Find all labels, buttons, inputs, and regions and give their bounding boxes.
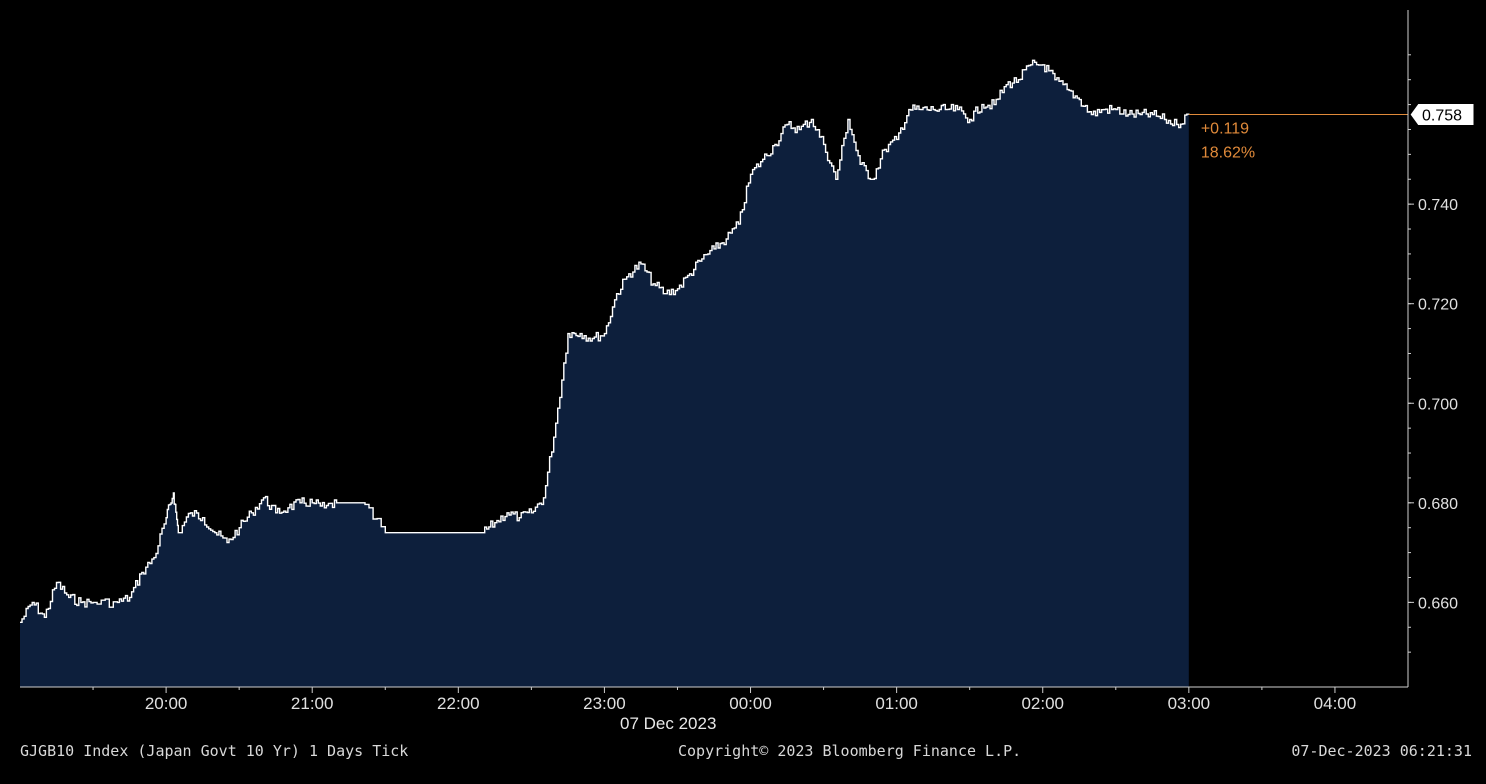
y-tick-label: 0.720 <box>1418 297 1458 314</box>
plot-area <box>20 59 1408 688</box>
footer-copyright: Copyright© 2023 Bloomberg Finance L.P. <box>678 742 1022 760</box>
change-percent-label: 18.62% <box>1201 145 1255 162</box>
x-tick-label: 21:00 <box>291 694 334 713</box>
price-series-line <box>20 59 1190 623</box>
x-tick-label: 00:00 <box>729 694 772 713</box>
x-tick-label: 02:00 <box>1021 694 1064 713</box>
y-tick-label: 0.740 <box>1418 197 1458 214</box>
y-tick-label: 0.660 <box>1418 595 1458 612</box>
last-value-text: 0.758 <box>1422 108 1462 125</box>
x-tick-label: 03:00 <box>1168 694 1211 713</box>
change-value-label: +0.119 <box>1201 121 1249 138</box>
axes: 0.660 0.680 0.700 0.720 0.740 20:00 21:00 22:00… <box>20 10 1458 713</box>
x-tick-label: 04:00 <box>1314 694 1357 713</box>
x-tick-label: 20:00 <box>145 694 188 713</box>
y-tick-label: 0.680 <box>1418 496 1458 513</box>
x-axis-date-label: 07 Dec 2023 <box>620 714 717 733</box>
last-value-tag-bg <box>1409 103 1475 127</box>
y-tick-label: 0.700 <box>1418 396 1458 413</box>
x-tick-label: 01:00 <box>875 694 918 713</box>
annotations: 0.758 +0.119 18.62% <box>1201 103 1475 162</box>
footer-timestamp: 07-Dec-2023 06:21:31 <box>1291 742 1472 760</box>
x-tick-label: 22:00 <box>437 694 480 713</box>
price-area-fill <box>20 60 1189 688</box>
x-tick-label: 23:00 <box>583 694 626 713</box>
last-value-tag: 0.758 <box>1409 103 1475 127</box>
footer-security-label: GJGB10 Index (Japan Govt 10 Yr) 1 Days T… <box>20 742 409 760</box>
